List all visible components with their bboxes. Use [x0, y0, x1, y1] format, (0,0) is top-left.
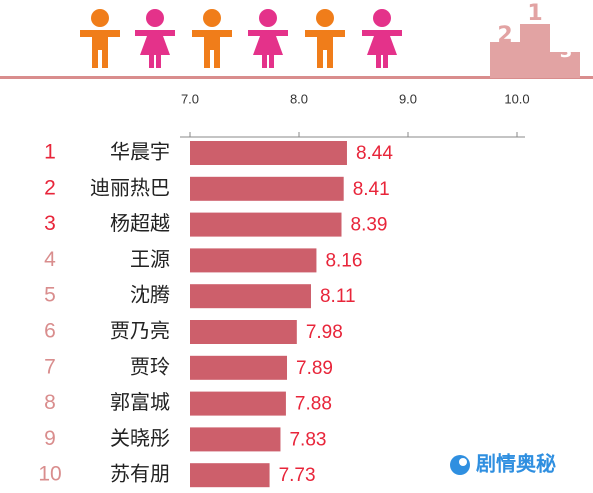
- category-label: 郭富城: [110, 390, 170, 414]
- bar: [190, 463, 270, 488]
- rank: 3: [44, 212, 56, 235]
- value-label: 7.73: [279, 465, 316, 486]
- value-label: 8.44: [356, 143, 393, 164]
- figure-male: [305, 9, 345, 68]
- category-label: 王源: [130, 247, 170, 271]
- rank: 8: [44, 391, 56, 414]
- category-label: 关晓彤: [110, 426, 170, 450]
- header-line: [0, 76, 593, 79]
- rank: 5: [44, 284, 56, 307]
- x-tick-label: 9.0: [399, 91, 417, 106]
- value-label: 7.88: [295, 394, 332, 415]
- rank: 6: [44, 320, 56, 343]
- figure-female: [362, 9, 402, 68]
- rank: 2: [44, 176, 56, 199]
- category-label: 华晨宇: [110, 140, 170, 164]
- category-label: 贾玲: [130, 354, 170, 378]
- podium-label: 1: [527, 1, 542, 26]
- bar: [190, 141, 347, 165]
- bar: [190, 427, 281, 452]
- rank: 9: [44, 427, 56, 450]
- category-label: 沈腾: [130, 283, 170, 307]
- rank: 10: [38, 463, 61, 486]
- rank: 4: [44, 248, 56, 271]
- header-figures: [80, 9, 402, 68]
- value-label: 8.11: [320, 286, 356, 307]
- bar: [190, 391, 286, 416]
- category-label: 苏有朋: [110, 462, 170, 486]
- bar: [190, 212, 342, 237]
- bar: [190, 320, 297, 344]
- bar: [190, 248, 317, 273]
- category-label: 迪丽热巴: [90, 175, 170, 199]
- figure-male: [80, 9, 120, 68]
- watermark: 剧情奥秘: [450, 452, 556, 476]
- figure-female: [248, 9, 288, 68]
- bar: [190, 284, 311, 309]
- podium-label: 3: [560, 41, 573, 62]
- podium: [490, 24, 580, 78]
- value-label: 8.41: [353, 179, 390, 200]
- value-label: 8.16: [325, 250, 362, 271]
- rank: 1: [44, 141, 56, 164]
- rank: 7: [44, 355, 56, 378]
- category-label: 杨超越: [110, 211, 170, 235]
- x-tick-label: 7.0: [181, 91, 199, 106]
- value-label: 7.89: [296, 358, 333, 379]
- value-label: 7.83: [289, 429, 326, 450]
- figure-male: [192, 9, 232, 68]
- value-label: 8.39: [351, 215, 388, 236]
- podium-label: 2: [497, 23, 512, 48]
- x-tick-label: 10.0: [504, 91, 529, 106]
- category-label: 贾乃亮: [110, 319, 170, 343]
- watermark-text: 剧情奥秘: [476, 452, 556, 476]
- bar: [190, 176, 344, 201]
- bar: [190, 355, 288, 380]
- value-label: 7.98: [306, 322, 343, 343]
- figure-female: [135, 9, 175, 68]
- x-tick-label: 8.0: [290, 91, 308, 106]
